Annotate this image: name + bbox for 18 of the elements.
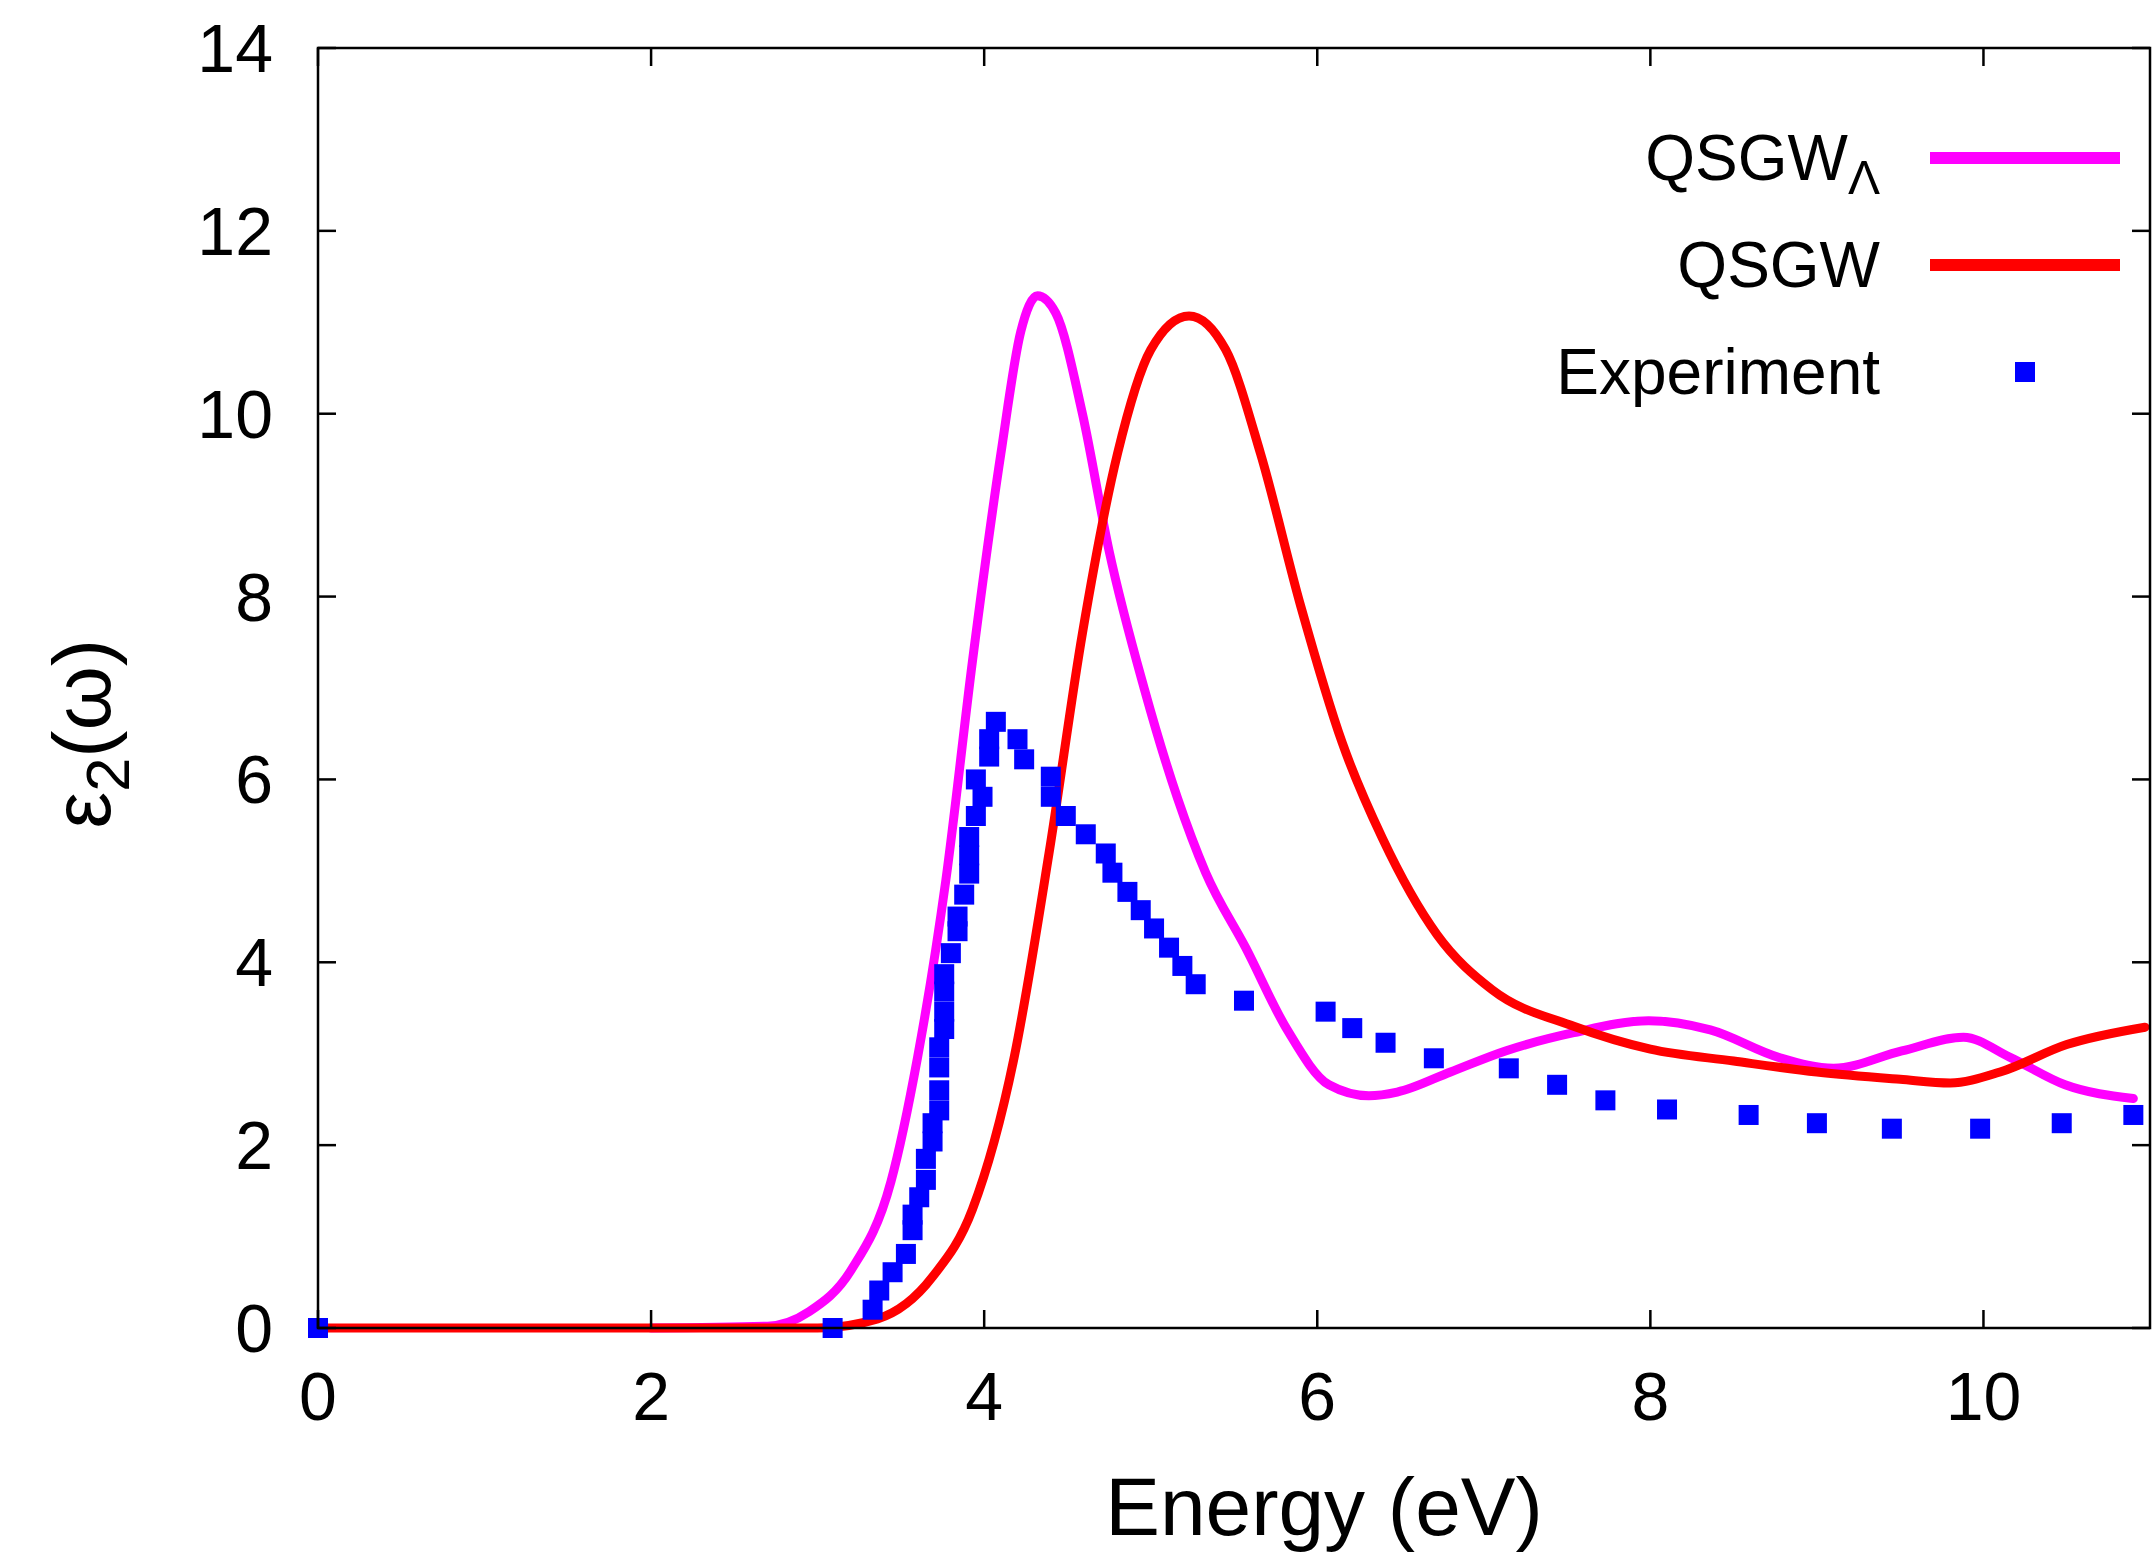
y-tick-label: 10 <box>197 375 273 452</box>
legend-label: QSGW$_{Λ}$ <box>1645 122 1880 205</box>
y-tick-label: 12 <box>197 192 273 269</box>
y-tick-label: 6 <box>235 741 273 818</box>
x-tick-label: 8 <box>1631 1358 1670 1434</box>
x-tick-label: 0 <box>299 1358 337 1434</box>
x-tick-label: 6 <box>1298 1358 1337 1434</box>
legend-label: Experiment <box>1556 336 1881 408</box>
y-tick-label: 8 <box>235 558 273 635</box>
x-tick-label: 2 <box>632 1358 670 1434</box>
x-tick-label: 4 <box>965 1358 1004 1434</box>
y-tick-label: 0 <box>235 1290 273 1366</box>
y-tick-label: 4 <box>235 924 273 1001</box>
y-tick-label: 14 <box>197 10 273 86</box>
y-tick-label: 2 <box>235 1107 273 1184</box>
x-axis-title: Energy (eV) <box>1105 1461 1543 1552</box>
legend-label: QSGW <box>1677 229 1881 301</box>
x-tick-label: 10 <box>1945 1358 2022 1434</box>
